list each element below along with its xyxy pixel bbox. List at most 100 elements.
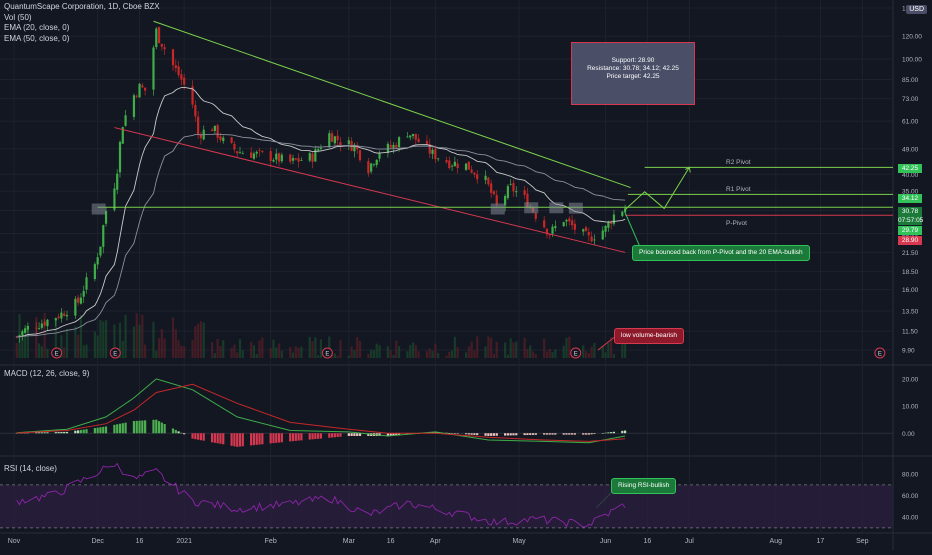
macd-histogram-bar xyxy=(35,432,38,434)
earnings-marker-icon[interactable] xyxy=(874,347,886,359)
volume-bar xyxy=(417,351,420,358)
candle-body xyxy=(216,125,219,138)
macd-histogram-bar xyxy=(269,433,272,444)
price-tick-label: 120.00 xyxy=(902,34,922,41)
price-tick-label: 18.50 xyxy=(902,269,919,276)
rsi-pane-label: RSI (14, close) xyxy=(4,464,57,473)
volume-bar xyxy=(336,355,339,358)
candle-body xyxy=(124,115,127,126)
rsi-rising-callout[interactable]: Rising RSI-bullish xyxy=(611,478,677,494)
macd-histogram-bar xyxy=(171,428,175,434)
price-tick-label: 35.00 xyxy=(902,189,919,196)
candle-body xyxy=(601,230,604,240)
candle-body xyxy=(612,214,616,224)
pivot-bounce-callout[interactable]: Price bounced back from P-Pivot and the … xyxy=(632,245,810,261)
candle-body xyxy=(568,218,571,222)
macd-histogram-bar xyxy=(197,433,200,440)
volume-bar xyxy=(389,350,392,358)
volume-bar xyxy=(160,328,163,358)
rsi-tick-label: 60.00 xyxy=(902,493,919,500)
signal-line xyxy=(16,383,626,442)
ema50-line xyxy=(16,133,626,338)
candle-body xyxy=(277,153,281,162)
volume-bar xyxy=(375,343,378,358)
price-tick-label: 73.00 xyxy=(902,96,919,103)
volume-bar xyxy=(562,345,565,358)
macd-histogram-bar xyxy=(238,433,242,447)
support-resistance-note[interactable]: Support: 28.90 Resistance: 30.78; 34.12;… xyxy=(571,42,695,105)
earnings-marker-icon[interactable] xyxy=(570,347,582,359)
volume-bar xyxy=(43,313,46,358)
candle-body xyxy=(431,149,434,154)
volume-bar xyxy=(102,321,105,358)
support-touch-highlight xyxy=(568,202,583,214)
price-tick-label: 13.50 xyxy=(902,308,919,315)
candle-body xyxy=(135,95,138,97)
candle-body xyxy=(308,153,311,161)
macd-histogram-bar xyxy=(37,432,41,434)
currency-badge[interactable]: USD xyxy=(906,5,927,14)
macd-histogram-bar xyxy=(607,432,610,434)
volume-bar xyxy=(378,345,381,358)
time-tick-label: Sep xyxy=(856,538,869,545)
macd-histogram-bar xyxy=(336,433,339,438)
volume-bar xyxy=(453,336,456,358)
volume-bar xyxy=(216,338,219,358)
macd-histogram-bar xyxy=(506,433,509,436)
support-touch-highlight xyxy=(549,202,564,214)
r2-price-tag: 42.25 xyxy=(898,164,922,173)
candle-body xyxy=(386,143,389,153)
macd-histogram-bar xyxy=(495,433,498,436)
volume-bar xyxy=(191,340,194,358)
macd-histogram-bar xyxy=(118,423,122,434)
earnings-marker-icon[interactable] xyxy=(109,347,121,359)
volume-bar xyxy=(141,314,144,358)
macd-histogram-bar xyxy=(155,419,158,434)
candle-body xyxy=(506,186,509,198)
macd-histogram-bar xyxy=(490,433,493,436)
candle-body xyxy=(35,327,38,329)
volume-bar xyxy=(593,342,596,358)
macd-histogram-bar xyxy=(93,428,96,434)
earnings-marker-icon[interactable] xyxy=(51,347,63,359)
volume-bar xyxy=(230,347,233,358)
candle-body xyxy=(406,136,409,138)
candle-body xyxy=(562,222,565,227)
volume-bar xyxy=(138,324,141,358)
r1-price-tag: 34.12 xyxy=(898,194,922,203)
macd-histogram-bar xyxy=(294,433,297,441)
rsi-tick-label: 40.00 xyxy=(902,515,919,522)
volume-bar xyxy=(118,322,122,358)
candle-body xyxy=(197,116,200,135)
macd-histogram-bar xyxy=(219,433,222,444)
candle-body xyxy=(610,222,613,224)
volume-bar xyxy=(144,344,147,358)
volume-bar xyxy=(314,337,317,358)
candle-body xyxy=(79,297,83,304)
macd-tick-label: 0.00 xyxy=(902,431,915,438)
macd-histogram-bar xyxy=(568,433,571,435)
volume-bar xyxy=(464,352,468,358)
macd-histogram-bar xyxy=(308,433,311,440)
candle-body xyxy=(509,183,512,185)
candle-body xyxy=(255,151,258,154)
volume-bar xyxy=(74,326,77,358)
low-volume-callout[interactable]: low volume-bearish xyxy=(614,328,684,344)
macd-histogram-bar xyxy=(241,433,244,447)
candle-body xyxy=(448,160,451,169)
volume-bar xyxy=(250,341,253,358)
earnings-marker-icon[interactable] xyxy=(321,347,333,359)
macd-histogram-bar xyxy=(601,433,604,434)
macd-histogram-bar xyxy=(291,433,295,442)
macd-histogram-bar xyxy=(199,433,203,441)
macd-histogram-bar xyxy=(236,433,239,447)
volume-bar xyxy=(121,340,124,358)
candle-body xyxy=(102,225,105,247)
macd-histogram-bar xyxy=(180,432,183,434)
candle-body xyxy=(272,160,275,162)
volume-bar xyxy=(495,341,498,358)
candle-body xyxy=(191,86,194,105)
volume-bar xyxy=(445,355,448,358)
